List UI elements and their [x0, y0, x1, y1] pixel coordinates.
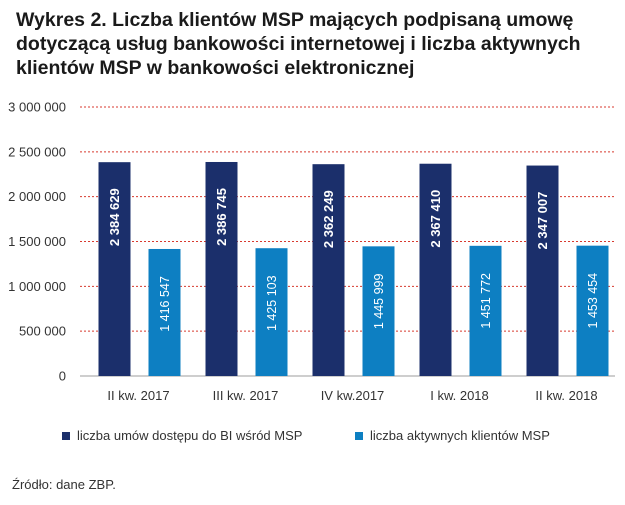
data-label: 2 367 410 [428, 190, 443, 248]
legend-swatch-series2 [355, 431, 363, 440]
legend-item-series1: liczba umów dostępu do BI wśród MSP [62, 428, 302, 443]
source-note: Źródło: dane ZBP. [12, 477, 116, 492]
data-label: 1 425 103 [265, 275, 279, 331]
y-tick-label: 2 000 000 [8, 189, 66, 204]
y-tick-label: 1 000 000 [8, 279, 66, 294]
legend-swatch-series1 [62, 431, 70, 440]
y-tick-label: 3 000 000 [8, 100, 66, 115]
legend-label-series1: liczba umów dostępu do BI wśród MSP [77, 428, 303, 443]
bar-series2 [576, 245, 609, 376]
data-label: 2 362 249 [321, 190, 336, 248]
y-tick-label: 0 [59, 369, 66, 384]
bar-series1 [419, 163, 452, 376]
bar-series1 [98, 162, 131, 376]
data-label: 1 451 772 [479, 273, 493, 329]
x-tick-label: I kw. 2018 [430, 388, 489, 403]
chart-title: Wykres 2. Liczba klientów MSP mających p… [16, 9, 581, 79]
data-label: 1 445 999 [372, 273, 386, 329]
x-axis-ticks: II kw. 2017 III kw. 2017 IV kw.2017 I kw. 2… [107, 388, 597, 403]
legend-item-series2: liczba aktywnych klientów MSP [355, 428, 550, 443]
bar-series1 [312, 164, 345, 376]
x-tick-label: IV kw.2017 [321, 388, 385, 403]
bar-series1 [526, 165, 559, 376]
bars [98, 161, 609, 376]
data-label: 1 416 547 [158, 276, 172, 332]
y-tick-label: 500 000 [19, 324, 66, 339]
bar-series2 [469, 245, 502, 376]
data-label: 2 386 745 [214, 188, 229, 246]
y-tick-label: 2 500 000 [8, 144, 66, 159]
y-tick-label: 1 500 000 [8, 234, 66, 249]
bar-series2 [148, 248, 181, 376]
legend-label-series2: liczba aktywnych klientów MSP [370, 428, 550, 443]
bar-series2 [255, 248, 288, 376]
x-tick-label: II kw. 2017 [107, 388, 169, 403]
x-tick-label: III kw. 2017 [213, 388, 279, 403]
bar-series2 [362, 246, 395, 376]
data-label: 2 347 007 [535, 192, 550, 250]
x-tick-label: II kw. 2018 [535, 388, 597, 403]
data-label: 2 384 629 [107, 188, 122, 246]
data-label: 1 453 454 [586, 273, 600, 329]
data-labels: 2 384 629 1 416 547 2 386 745 1 425 103 2 36… [107, 188, 600, 332]
bar-series1 [205, 161, 238, 376]
y-axis-ticks: 0 500 000 1 000 000 1 500 000 2 000 000 2 500… [8, 100, 66, 384]
